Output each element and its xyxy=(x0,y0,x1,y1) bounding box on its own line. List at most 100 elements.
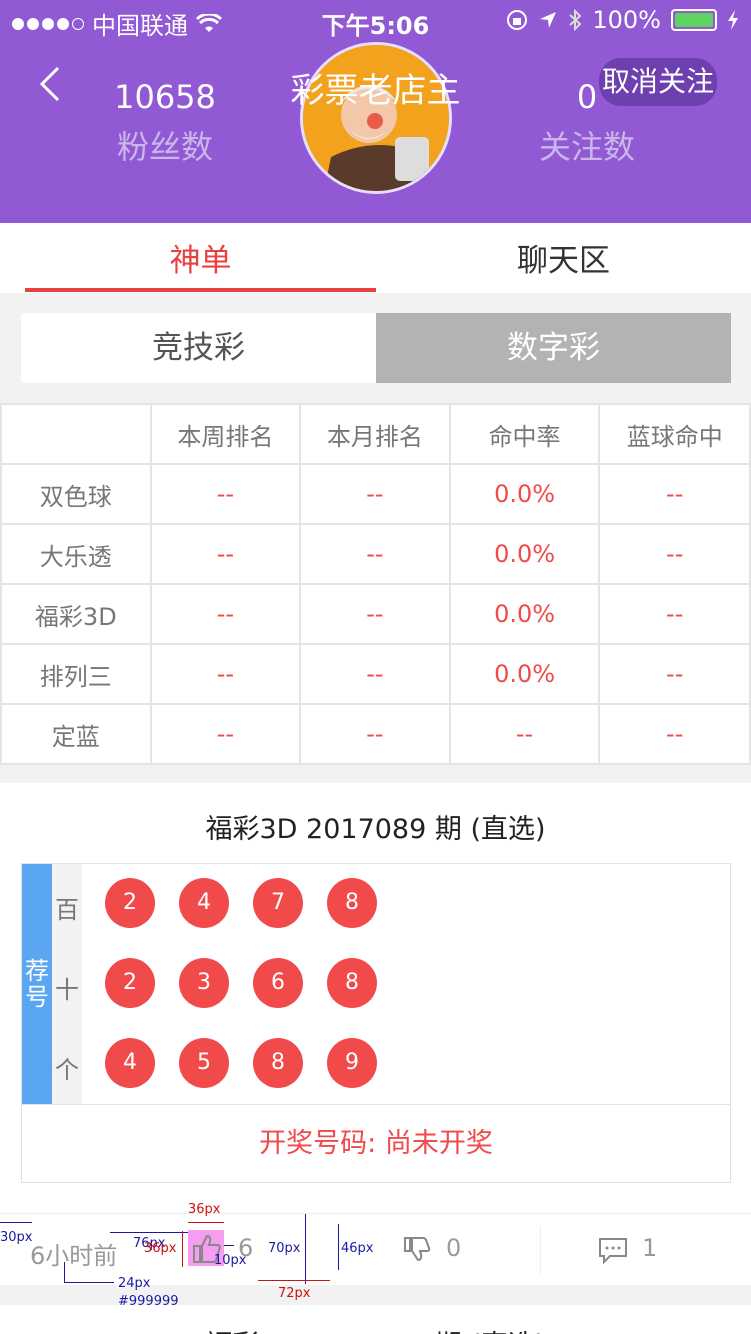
table-cell: -- xyxy=(149,703,302,765)
table-cell: -- xyxy=(149,643,302,705)
profile-header: 中国联通 下午5:06 100% 10658 粉丝数 xyxy=(0,0,751,223)
ranking-table: 本周排名 本月排名 命中率 蓝球命中 双色球 -- -- 0.0% -- 大乐透… xyxy=(0,403,751,765)
table-cell: -- xyxy=(598,583,751,645)
comment-icon[interactable] xyxy=(598,1236,628,1264)
table-row: 排列三 -- -- 0.0% -- xyxy=(0,643,751,705)
time-ago: 6小时前 xyxy=(30,1242,118,1270)
table-cell: -- xyxy=(299,643,451,705)
number-ball: 8 xyxy=(327,878,377,928)
prediction-box: 荐 号 百 十 个 2 4 7 8 2 3 6 8 4 5 xyxy=(21,863,731,1183)
clock: 下午5:06 xyxy=(321,12,430,40)
follow-stat[interactable]: 0 关注数 xyxy=(487,78,687,168)
recommended-char-1: 荐 xyxy=(25,957,49,985)
table-cell: -- xyxy=(598,643,751,705)
table-row: 大乐透 -- -- 0.0% -- xyxy=(0,523,751,585)
table-header-row: 本周排名 本月排名 命中率 蓝球命中 xyxy=(0,403,751,465)
prediction-title: 福彩3D 2017089 期 (直选) xyxy=(205,814,546,845)
tab-chat[interactable]: 聊天区 xyxy=(517,243,610,279)
annotation-label: 46px xyxy=(341,1241,374,1256)
table-cell: -- xyxy=(149,523,302,585)
position-hundreds: 百 xyxy=(55,896,79,924)
table-cell: 福彩3D xyxy=(0,583,152,645)
annotation-line xyxy=(110,1232,188,1233)
ball-row-tens: 2 3 6 8 xyxy=(105,958,377,1008)
back-icon[interactable] xyxy=(36,66,66,102)
recommended-label: 荐 号 xyxy=(22,864,52,1104)
ball-row-hundreds: 2 4 7 8 xyxy=(105,878,377,928)
table-header: 本周排名 xyxy=(149,403,302,465)
number-ball: 3 xyxy=(179,958,229,1008)
tab-bar: 神单 聊天区 xyxy=(0,223,751,293)
number-ball: 8 xyxy=(253,1038,303,1088)
shopkeeper-avatar-icon xyxy=(303,45,449,191)
thumbs-down-icon[interactable] xyxy=(402,1234,432,1264)
table-cell: -- xyxy=(299,463,451,525)
wifi-icon xyxy=(196,13,222,32)
position-ones: 个 xyxy=(55,1056,79,1084)
position-tens: 十 xyxy=(55,976,79,1004)
ball-row-ones: 4 5 8 9 xyxy=(105,1038,377,1088)
annotation-line xyxy=(305,1214,306,1284)
table-header: 命中率 xyxy=(448,403,601,465)
table-cell: -- xyxy=(299,583,451,645)
table-cell: 0.0% xyxy=(448,643,601,705)
segment-sports[interactable]: 竞技彩 xyxy=(152,330,245,366)
table-cell: 定蓝 xyxy=(0,703,152,765)
number-ball: 5 xyxy=(179,1038,229,1088)
table-cell: 0.0% xyxy=(448,463,601,525)
rotation-lock-icon xyxy=(507,10,528,30)
next-prediction-card[interactable]: 福彩3D 2017088 期 (直选) xyxy=(0,1305,751,1334)
annotation-line xyxy=(224,1245,234,1246)
number-ball: 6 xyxy=(253,958,303,1008)
table-cell: -- xyxy=(598,463,751,525)
battery-icon xyxy=(671,9,717,31)
next-prediction-title: 福彩3D 2017088 期 (直选) xyxy=(0,1323,751,1334)
table-cell: -- xyxy=(598,703,751,765)
like-count: 6 xyxy=(238,1234,254,1262)
divider xyxy=(540,1226,541,1274)
number-ball: 2 xyxy=(105,958,155,1008)
prediction-card[interactable]: 福彩3D 2017089 期 (直选) 荐 号 百 十 个 2 4 7 8 2 … xyxy=(0,783,751,1213)
signal-icon xyxy=(12,17,84,30)
comment-count: 1 xyxy=(642,1234,658,1262)
number-ball: 8 xyxy=(327,958,377,1008)
lottery-type-segment: 竞技彩 数字彩 xyxy=(21,313,731,383)
annotation-label: 72px xyxy=(278,1286,311,1301)
table-header: 蓝球命中 xyxy=(598,403,751,465)
fans-stat[interactable]: 10658 粉丝数 xyxy=(65,78,265,168)
annotation-line xyxy=(64,1282,114,1283)
recommended-char-2: 号 xyxy=(25,983,49,1011)
number-ball: 4 xyxy=(179,878,229,928)
unfollow-button[interactable]: 取消关注 xyxy=(599,58,717,106)
annotation-line xyxy=(258,1280,330,1281)
segment-numbers[interactable]: 数字彩 xyxy=(376,313,731,383)
annotation-label: 30px xyxy=(0,1230,33,1245)
charging-icon xyxy=(728,10,738,30)
annotation-line xyxy=(338,1224,339,1270)
table-cell: -- xyxy=(598,523,751,585)
tab-picks[interactable]: 神单 xyxy=(169,243,232,279)
number-ball: 2 xyxy=(105,878,155,928)
carrier: 中国联通 xyxy=(92,12,188,40)
thumbs-up-icon[interactable] xyxy=(188,1230,224,1266)
annotation-label: 76px xyxy=(133,1236,166,1251)
annotation-label: 36px xyxy=(144,1241,177,1256)
table-cell: 0.0% xyxy=(448,583,601,645)
table-cell: 大乐透 xyxy=(0,523,152,585)
annotation-label: 10px xyxy=(214,1253,247,1268)
table-cell: -- xyxy=(149,463,302,525)
table-cell: -- xyxy=(299,523,451,585)
follow-count: 0 xyxy=(576,78,598,116)
location-icon xyxy=(540,12,557,28)
post-footer: 6小时前 6 0 1 xyxy=(0,1213,751,1285)
page-title: 彩票老店主 xyxy=(290,71,461,111)
table-cell: 0.0% xyxy=(448,523,601,585)
number-ball: 7 xyxy=(253,878,303,928)
table-cell: -- xyxy=(149,583,302,645)
draw-result: 开奖号码: 尚未开奖 xyxy=(22,1104,730,1182)
annotation-line xyxy=(0,1222,32,1223)
table-header: 本月排名 xyxy=(299,403,451,465)
follow-label: 关注数 xyxy=(538,128,635,166)
avatar[interactable] xyxy=(300,42,452,194)
